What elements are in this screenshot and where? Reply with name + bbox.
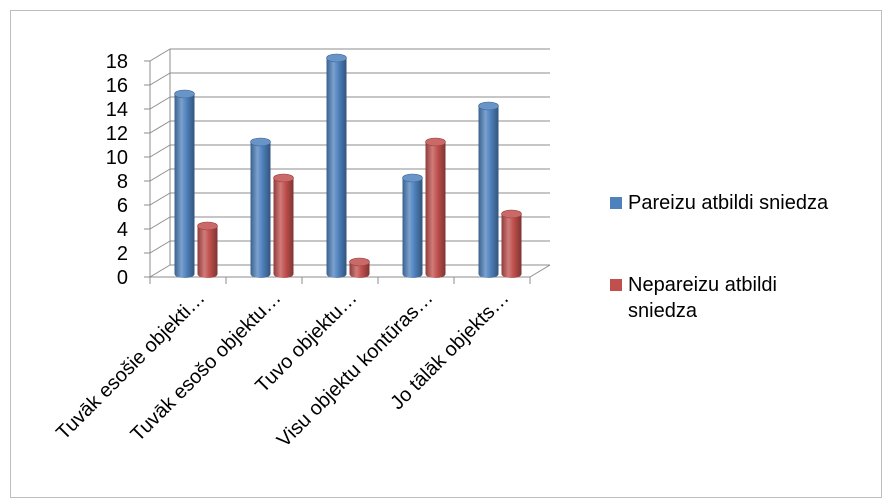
- floor-right-edge: [529, 264, 551, 278]
- side-gridline-6: [149, 120, 171, 134]
- y-tick-label-1: 2: [117, 243, 128, 265]
- bar-1-1: [273, 173, 294, 278]
- bar-1-2: [349, 257, 370, 278]
- side-gridline-3: [149, 192, 171, 206]
- bar-0-4: [478, 101, 499, 278]
- x-category-label-1: Tuvāk esošo objektu…: [127, 287, 286, 446]
- chart-frame: [10, 10, 882, 498]
- x-category-label-0: Tuvāk esošie objekti…: [52, 287, 209, 444]
- bar-1-0: [197, 221, 218, 278]
- bar-0-3: [402, 173, 423, 278]
- bar-1-4: [501, 209, 522, 278]
- y-tick-label-2: 4: [117, 219, 128, 241]
- legend-label-1: Nepareizu atbildi sniedza: [628, 274, 777, 322]
- y-tick-label-5: 10: [106, 147, 128, 169]
- side-gridline-2: [149, 216, 171, 230]
- side-gridline-5: [149, 144, 171, 158]
- y-tick-label-6: 12: [106, 123, 128, 145]
- bar-0-1: [250, 137, 271, 278]
- y-tick-label-4: 8: [117, 171, 128, 193]
- legend-label-0: Pareizu atbildi sniedza: [628, 192, 829, 214]
- y-tick-label-0: 0: [117, 267, 128, 289]
- side-gridline-7: [149, 96, 171, 110]
- side-gridline-9: [149, 48, 171, 62]
- side-gridline-8: [149, 72, 171, 86]
- bar-0-0: [174, 89, 195, 278]
- x-category-label-3: Visu objektu kontūras…: [273, 287, 438, 452]
- y-tick-label-8: 16: [106, 75, 128, 97]
- y-tick-label-3: 6: [117, 195, 128, 217]
- y-tick-label-9: 18: [106, 51, 128, 73]
- legend-swatch-0: [610, 197, 622, 209]
- bar-1-3: [425, 137, 446, 278]
- y-tick-label-7: 14: [106, 99, 128, 121]
- bar-0-2: [326, 53, 347, 278]
- side-gridline-0: [149, 264, 171, 278]
- legend-swatch-1: [610, 279, 622, 291]
- side-gridline-4: [149, 168, 171, 182]
- side-gridline-1: [149, 240, 171, 254]
